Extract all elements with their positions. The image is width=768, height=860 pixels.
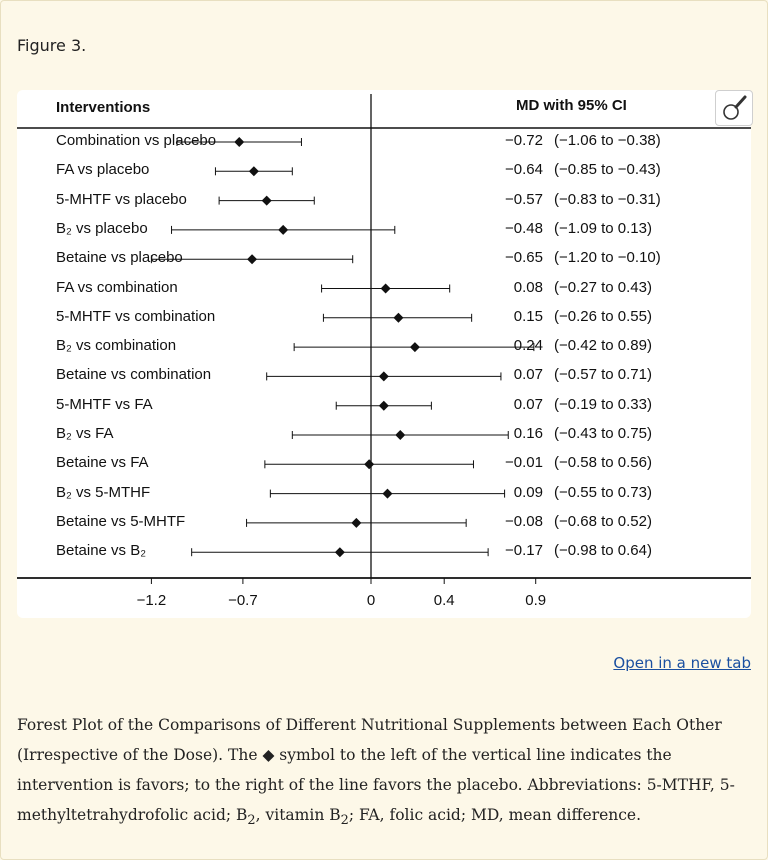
md-point (395, 430, 406, 440)
md-value: 0.15 (513, 307, 543, 325)
md-point (234, 137, 245, 147)
figure-label: Figure 3. (17, 36, 87, 55)
caption-sub1: 2 (247, 813, 256, 829)
row-label: 5-MHTF vs placebo (56, 190, 187, 208)
ci-value: (−0.68 to 0.52) (554, 512, 652, 530)
ci-value: (−0.57 to 0.71) (554, 366, 652, 384)
row-label: B₂ vs 5-MTHF (56, 483, 151, 501)
md-point (378, 371, 389, 382)
open-in-new-tab-link[interactable]: Open in a new tab (613, 654, 751, 672)
x-tick-label: −0.7 (228, 592, 258, 609)
row-label: Combination vs placebo (56, 132, 217, 149)
row-label: B₂ vs placebo (56, 219, 148, 237)
caption-part2: symbol to the left of the vertical line … (17, 746, 735, 824)
ci-value: (−0.19 to 0.33) (554, 395, 652, 413)
plot-svg (17, 94, 751, 584)
row-label: FA vs combination (56, 278, 178, 296)
ci-value: (−0.85 to −0.43) (554, 161, 661, 179)
row-label: Betaine vs 5-MHTF (56, 512, 186, 530)
ci-value: (−0.98 to 0.64) (554, 542, 652, 560)
md-point (261, 195, 272, 206)
md-point (380, 283, 391, 294)
row-label: 5-MHTF vs FA (56, 395, 153, 413)
md-value: −0.65 (505, 249, 543, 267)
md-value: 0.09 (513, 483, 543, 501)
ci-value: (−0.55 to 0.73) (554, 483, 652, 501)
ci-value: (−0.83 to −0.31) (554, 190, 661, 208)
ci-value: (−0.43 to 0.75) (554, 425, 652, 442)
md-value: 0.08 (513, 278, 543, 296)
row-label: Betaine vs B₂ (56, 542, 147, 560)
row-label: 5-MHTF vs combination (56, 307, 216, 325)
ci-value: (−0.26 to 0.55) (554, 307, 652, 325)
md-value: −0.48 (505, 219, 543, 237)
x-tick-label: −1.2 (136, 592, 167, 609)
md-point (409, 342, 420, 353)
md-value: 0.07 (513, 366, 543, 384)
zoom-button[interactable] (715, 90, 753, 126)
md-value: −0.64 (505, 161, 543, 179)
caption-part3: , vitamin B (255, 806, 341, 824)
caption-part4: ; FA, folic acid; MD, mean difference. (348, 806, 642, 824)
figure-caption: Forest Plot of the Comparisons of Differ… (17, 710, 753, 836)
md-point (364, 459, 375, 470)
md-point (351, 517, 362, 528)
row-label: Betaine vs placebo (56, 249, 183, 267)
md-value: −0.01 (505, 454, 543, 472)
ci-value: (−1.06 to −0.38) (554, 132, 661, 149)
row-label: FA vs placebo (56, 161, 150, 179)
ci-value: (−1.20 to −0.10) (554, 249, 661, 267)
caption-part1: Forest Plot of the Comparisons of Differ… (17, 716, 722, 764)
x-tick-label: 0.4 (433, 592, 455, 609)
x-tick-label: 0.9 (525, 592, 547, 609)
md-value: 0.16 (513, 425, 543, 442)
md-point (248, 166, 259, 177)
ci-value: (−0.27 to 0.43) (554, 278, 652, 296)
row-label: B₂ vs combination (56, 337, 177, 355)
row-label: Betaine vs combination (56, 366, 212, 384)
md-value: 0.24 (513, 337, 543, 355)
md-value: −0.08 (505, 512, 543, 530)
diamond-symbol-icon: ◆ (262, 746, 275, 764)
md-point (393, 312, 404, 323)
md-point (378, 400, 389, 411)
header-interventions: Interventions (56, 99, 151, 116)
md-point (278, 224, 289, 235)
md-point (382, 488, 393, 499)
caption-sub2: 2 (340, 813, 349, 829)
md-value: −0.17 (505, 542, 543, 560)
x-tick-label: 0 (366, 592, 376, 609)
row-label: Betaine vs FA (56, 454, 149, 472)
magnifier-icon (723, 95, 747, 120)
md-value: −0.72 (505, 132, 543, 149)
ci-value: (−0.58 to 0.56) (554, 454, 652, 472)
row-label: B₂ vs FA (56, 425, 114, 442)
md-value: −0.57 (505, 190, 543, 208)
md-point (247, 254, 258, 265)
forest-plot[interactable]: Interventions MD with 95% CI Combination… (17, 90, 753, 618)
ci-value: (−1.09 to 0.13) (554, 219, 652, 237)
md-point (334, 547, 345, 558)
header-md-ci: MD with 95% CI (516, 97, 627, 114)
ci-value: (−0.42 to 0.89) (554, 337, 652, 355)
md-value: 0.07 (513, 395, 543, 413)
